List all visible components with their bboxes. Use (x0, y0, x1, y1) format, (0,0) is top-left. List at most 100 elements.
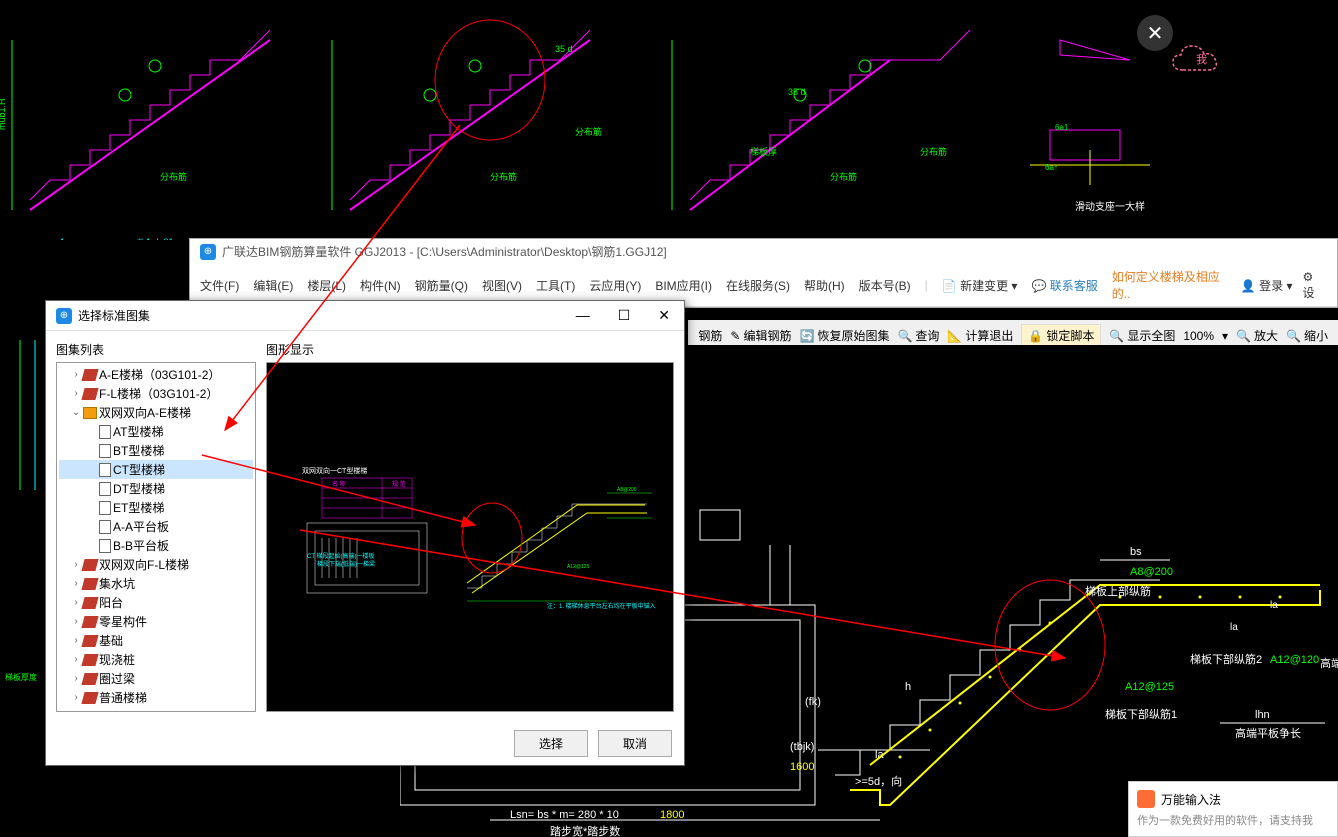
main-window: ⊕ 广联达BIM钢筋算量软件 GGJ2013 - [C:\Users\Admin… (189, 238, 1338, 308)
svg-text:梯板上部纵筋: 梯板上部纵筋 (1085, 584, 1151, 598)
menu-component[interactable]: 构件(N) (360, 277, 401, 294)
tree-item-fl[interactable]: ›F-L楼梯（03G101-2） (59, 384, 253, 403)
tree-item-balcony[interactable]: ›阳台 (59, 593, 253, 612)
tree-item-cap[interactable]: ›承台 (59, 707, 253, 712)
query-btn[interactable]: 🔍 查询 (897, 327, 939, 344)
tree-item-foundation[interactable]: ›基础 (59, 631, 253, 650)
menu-help[interactable]: 帮助(H) (804, 277, 845, 294)
svg-text:滑动支座一大样: 滑动支座一大样 (1075, 200, 1145, 213)
select-atlas-dialog: ⊕ 选择标准图集 — ☐ ✕ 图集列表 ›A-E楼梯（03G101-2） ›F-… (45, 300, 685, 766)
close-dialog-icon[interactable]: ✕ (654, 307, 674, 324)
tree-item-aa[interactable]: A-A平台板 (59, 517, 253, 536)
svg-text:双网双向一CT型楼梯: 双网双向一CT型楼梯 (302, 466, 367, 475)
atlas-tree[interactable]: ›A-E楼梯（03G101-2） ›F-L楼梯（03G101-2） ⌄双网双向A… (56, 362, 256, 712)
preview-area: 双网双向一CT型楼梯 名 称 规 范 CT 梯段起始(高端)一楼板 梯段下端(低… (266, 362, 674, 712)
edit-rebar-btn[interactable]: ✎ 编辑钢筋 (730, 327, 791, 344)
svg-text:la: la (1270, 600, 1278, 611)
menu-contact[interactable]: 💬 联系客服 (1031, 277, 1097, 294)
menu-tool[interactable]: 工具(T) (536, 277, 575, 294)
showall-btn[interactable]: 🔍 显示全图 (1109, 327, 1175, 344)
settings-icon[interactable]: ⚙ 设 (1302, 270, 1327, 301)
minimize-icon[interactable]: — (572, 307, 594, 324)
svg-text:A12@125: A12@125 (567, 564, 590, 570)
svg-text:分布筋: 分布筋 (920, 146, 947, 157)
svg-text:我: 我 (1196, 53, 1207, 66)
preview-label: 图形显示 (266, 341, 674, 358)
tree-item-et[interactable]: ET型楼梯 (59, 498, 253, 517)
menu-file[interactable]: 文件(F) (200, 277, 239, 294)
tree-item-bt[interactable]: BT型楼梯 (59, 441, 253, 460)
cloud-icon: 我 (1168, 40, 1228, 80)
menu-view[interactable]: 视图(V) (482, 277, 522, 294)
zoom-out-btn[interactable]: 🔍 缩小 (1286, 327, 1328, 344)
left-strip: 梯板厚度 (0, 290, 45, 837)
svg-text:mub1.H: mub1.H (0, 98, 7, 130)
svg-text:高端: 高端 (1320, 656, 1338, 670)
title-bar: ⊕ 广联达BIM钢筋算量软件 GGJ2013 - [C:\Users\Admin… (190, 239, 1337, 264)
svg-text:梯段下端(低端)一梯梁: 梯段下端(低端)一梯梁 (317, 560, 375, 568)
svg-text:A8@200: A8@200 (617, 487, 637, 493)
maximize-icon[interactable]: ☐ (614, 307, 635, 324)
tree-item-at[interactable]: AT型楼梯 (59, 422, 253, 441)
svg-text:名 称: 名 称 (332, 480, 346, 488)
tree-item-ringbeam[interactable]: ›圈过梁 (59, 669, 253, 688)
menu-newchange[interactable]: 📄 新建变更 ▾ (942, 277, 1018, 294)
tree-item-misc[interactable]: ›零星构件 (59, 612, 253, 631)
tree-item-dual-ae[interactable]: ⌄双网双向A-E楼梯 (59, 403, 253, 422)
cancel-button[interactable]: 取消 (598, 730, 672, 757)
ime-popup: 万能输入法 作为一款免费好用的软件，请支持我 (1128, 781, 1338, 837)
svg-text:1800: 1800 (660, 809, 684, 821)
svg-text:注：1. 楼梯休息平台左右均在平板中锚入: 注：1. 楼梯休息平台左右均在平板中锚入 (547, 602, 656, 610)
calc-exit-btn[interactable]: 📐 计算退出 (947, 327, 1013, 344)
dialog-icon: ⊕ (56, 308, 72, 324)
svg-text:规 范: 规 范 (392, 480, 406, 488)
tree-label: 图集列表 (56, 341, 256, 358)
zoom-in-btn[interactable]: 🔍 放大 (1236, 327, 1278, 344)
tree-item-bb[interactable]: B-B平台板 (59, 536, 253, 555)
menu-bim[interactable]: BIM应用(I) (655, 277, 712, 294)
svg-text:6a1: 6a1 (1055, 123, 1069, 132)
svg-text:n1: n1 (55, 237, 65, 240)
menu-rebar[interactable]: 钢筋量(Q) (415, 277, 468, 294)
menu-version[interactable]: 版本号(B) (859, 277, 911, 294)
tree-item-ae[interactable]: ›A-E楼梯（03G101-2） (59, 365, 253, 384)
zoom-level: 100% (1183, 329, 1214, 343)
svg-text:(fk): (fk) (805, 696, 821, 708)
svg-text:高端平板争长: 高端平板争长 (1235, 726, 1301, 740)
svg-text:A12@125: A12@125 (1125, 681, 1174, 693)
tree-item-castpile[interactable]: ›现浇桩 (59, 650, 253, 669)
svg-text:分布筋: 分布筋 (490, 171, 517, 182)
menu-edit[interactable]: 编辑(E) (253, 277, 293, 294)
svg-text:la: la (1230, 622, 1238, 633)
svg-text:>=5d，向: >=5d，向 (855, 774, 902, 788)
lock-script-btn[interactable]: 🔒 锁定脚本 (1021, 324, 1101, 347)
svg-text:lhn: lhn (1255, 709, 1270, 721)
svg-text:bs: bs (1130, 546, 1142, 558)
howto-link[interactable]: 如何定义楼梯及相应的.. (1112, 268, 1231, 302)
svg-text:梯板下部纵筋1: 梯板下部纵筋1 (1105, 707, 1177, 721)
tree-item-ct[interactable]: CT型楼梯 (59, 460, 253, 479)
tree-item-dual-fl[interactable]: ›双网双向F-L楼梯 (59, 555, 253, 574)
app-title: 广联达BIM钢筋算量软件 GGJ2013 - [C:\Users\Adminis… (222, 243, 667, 260)
svg-text:踏步宽*踏步数: 踏步宽*踏步数 (550, 824, 620, 837)
svg-text:分布筋: 分布筋 (830, 171, 857, 182)
menu-online[interactable]: 在线服务(S) (726, 277, 790, 294)
svg-text:A12@120: A12@120 (1270, 654, 1319, 666)
login-button[interactable]: 👤 登录 ▾ (1241, 277, 1293, 294)
dialog-title: 选择标准图集 (78, 307, 150, 324)
svg-text:6a↑: 6a↑ (1045, 163, 1058, 172)
svg-text:h: h (905, 681, 911, 693)
tree-item-sump[interactable]: ›集水坑 (59, 574, 253, 593)
dialog-title-bar: ⊕ 选择标准图集 — ☐ ✕ (46, 301, 684, 331)
svg-text:梯板厚度: 梯板厚度 (5, 672, 37, 682)
menu-cloud[interactable]: 云应用(Y) (589, 277, 641, 294)
select-button[interactable]: 选择 (514, 730, 588, 757)
rebar-btn[interactable]: 钢筋 (698, 327, 722, 344)
svg-text:Lsn= bs * m= 280 * 10: Lsn= bs * m= 280 * 10 (510, 809, 619, 821)
svg-text:分布筋: 分布筋 (575, 126, 602, 137)
zoom-dropdown[interactable]: ▾ (1222, 329, 1228, 343)
menu-floor[interactable]: 楼层(L) (307, 277, 346, 294)
tree-item-commonstair[interactable]: ›普通楼梯 (59, 688, 253, 707)
restore-btn[interactable]: 🔄 恢复原始图集 (799, 327, 889, 344)
tree-item-dt[interactable]: DT型楼梯 (59, 479, 253, 498)
